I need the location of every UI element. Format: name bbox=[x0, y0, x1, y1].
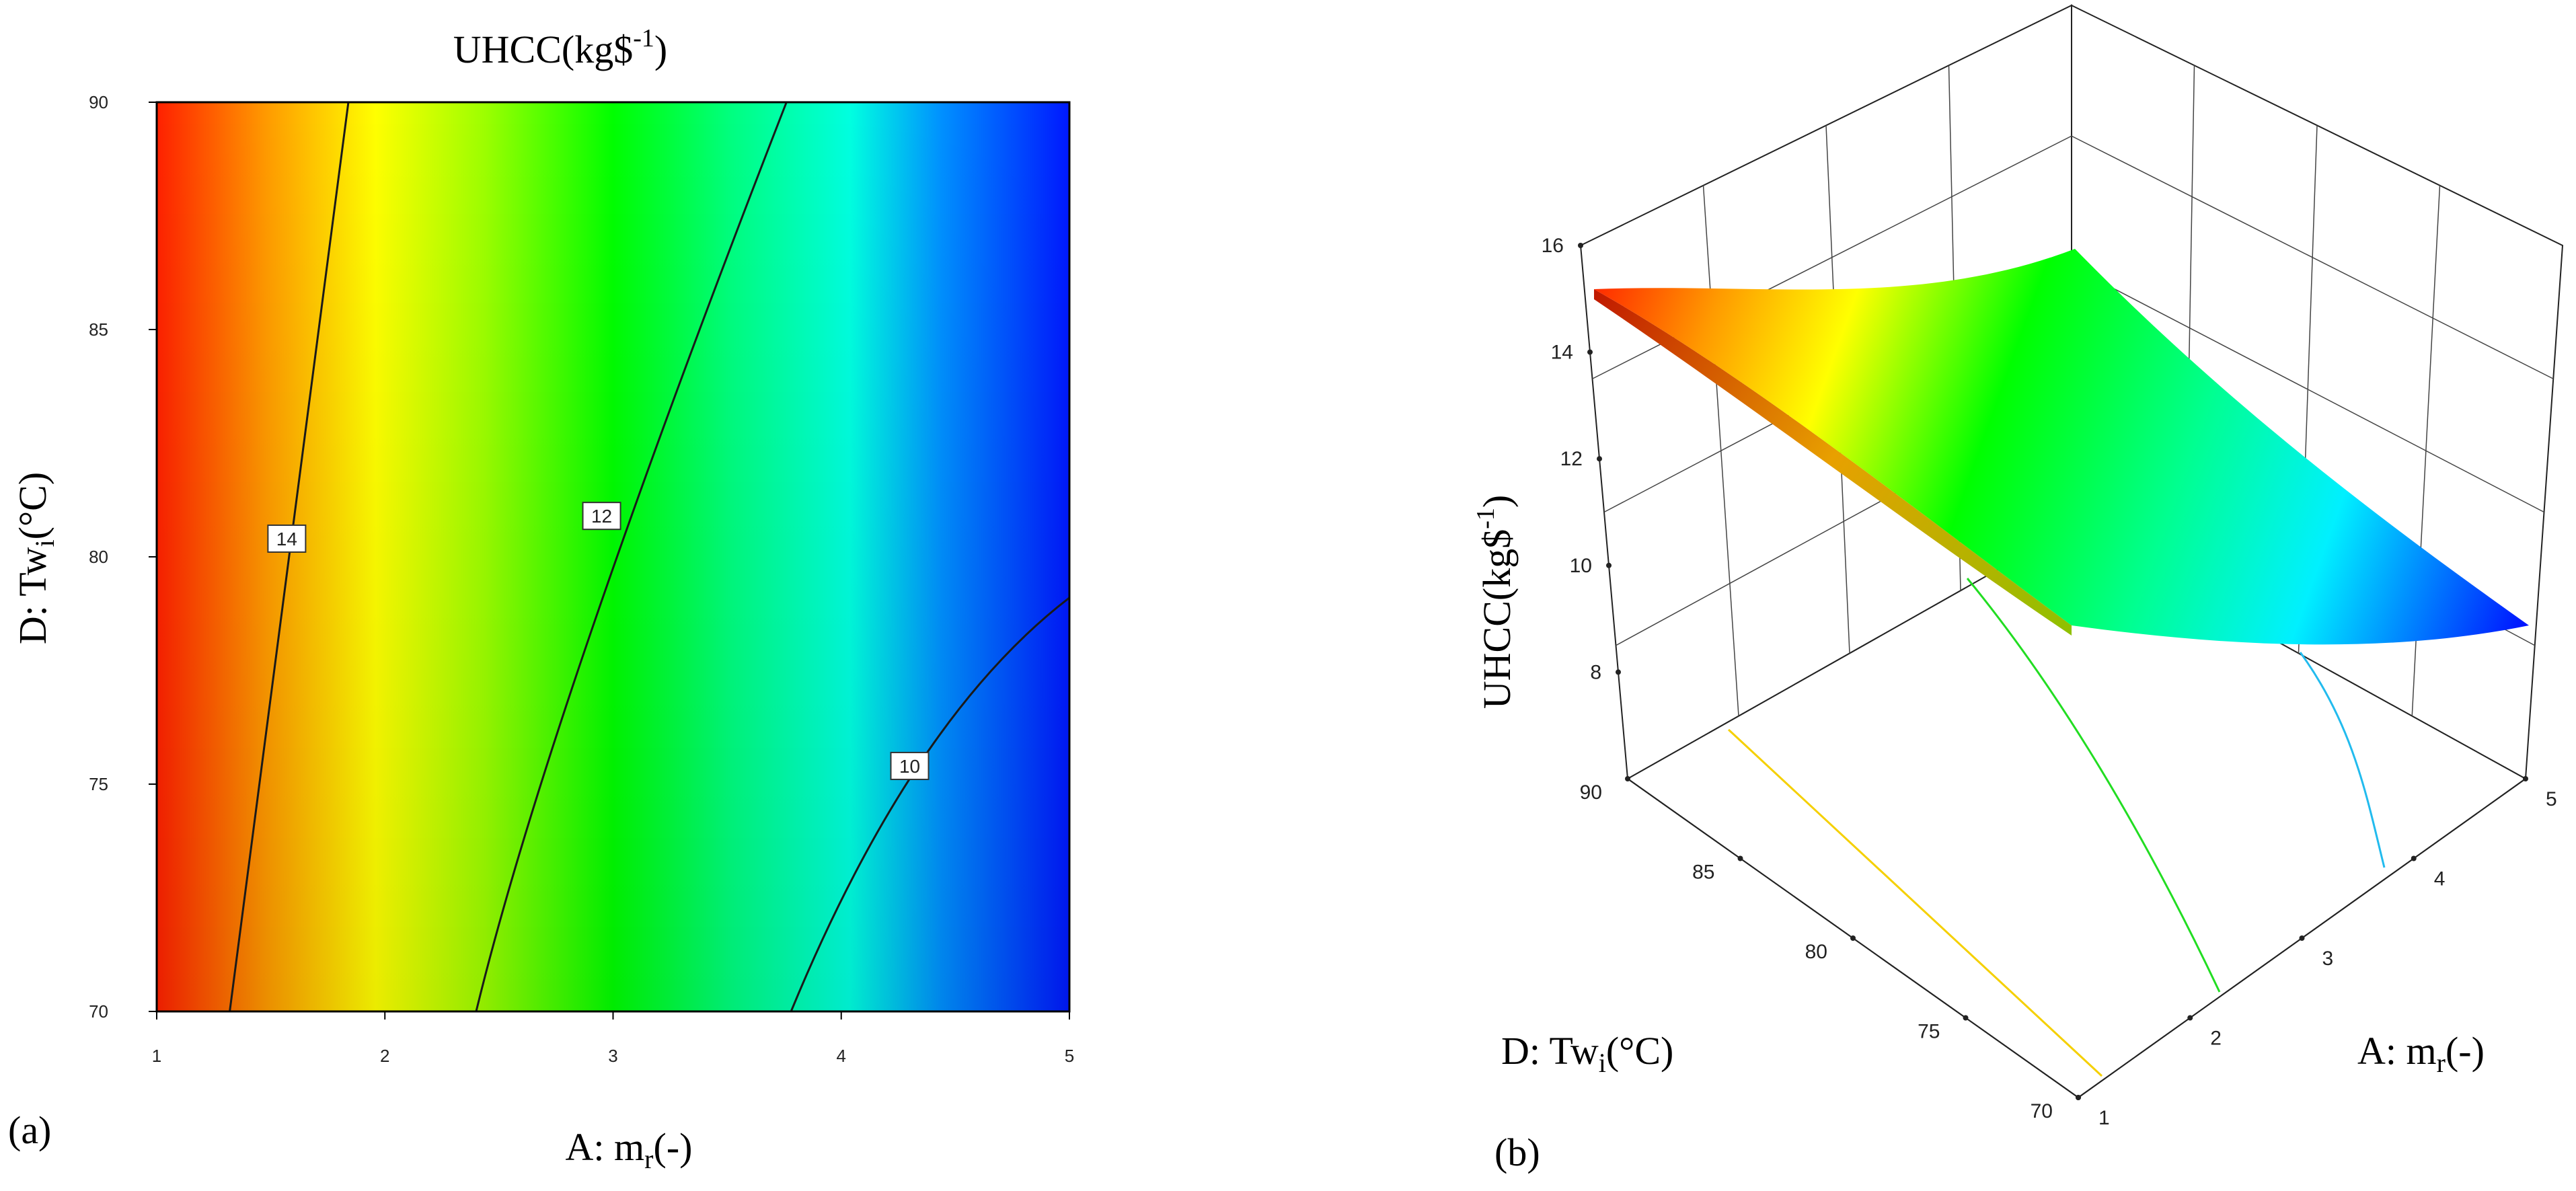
response-surface bbox=[1594, 249, 2529, 645]
y-tick-label: 80 bbox=[1805, 941, 1827, 963]
z-tick-mark bbox=[1587, 349, 1593, 355]
contour-title: UHCC(kg$-1) bbox=[453, 24, 667, 71]
contour-line bbox=[475, 102, 788, 1012]
x-tick-label: 2 bbox=[380, 1046, 389, 1066]
z-tick-mark bbox=[1597, 456, 1602, 462]
contour-line bbox=[229, 102, 350, 1012]
x-tick-label: 1 bbox=[2098, 1107, 2110, 1129]
z-tick-mark bbox=[1578, 243, 1583, 248]
z-tick-mark bbox=[1606, 562, 1612, 568]
contour-label: 12 bbox=[582, 502, 621, 531]
y-tick-label: 75 bbox=[89, 774, 108, 794]
x-tick-label: 4 bbox=[2434, 868, 2446, 890]
z-tick-mark bbox=[1616, 669, 1621, 675]
y-tick-label: 70 bbox=[89, 1001, 108, 1022]
contour-label: 14 bbox=[267, 524, 307, 553]
contour-label: 10 bbox=[890, 751, 930, 780]
z-tick-label: 8 bbox=[1590, 661, 1601, 683]
y-tick-label: 80 bbox=[89, 547, 108, 567]
x-tick-label: 3 bbox=[2322, 948, 2334, 970]
panel-label-b: (b) bbox=[1494, 1130, 1540, 1174]
svg-text:12: 12 bbox=[591, 506, 612, 527]
x-tick-label: 1 bbox=[152, 1046, 161, 1066]
x-tick-label: 2 bbox=[2210, 1028, 2222, 1050]
y-axis-label: D: Twi(°C) bbox=[11, 472, 60, 644]
x-axis-label: A: mr(-) bbox=[566, 1125, 693, 1174]
contour-shade bbox=[157, 102, 1069, 1011]
panel-label-a: (a) bbox=[8, 1108, 51, 1152]
z-axis-label: UHCC(kg$-1) bbox=[1472, 495, 1519, 709]
x-tick-label: 5 bbox=[2546, 788, 2557, 810]
x-tick-label: 5 bbox=[1065, 1046, 1074, 1066]
z-tick-label: 16 bbox=[1542, 235, 1564, 257]
floor-contours bbox=[1727, 578, 2386, 1077]
y-tick-label: 90 bbox=[1580, 781, 1602, 804]
z-tick-label: 10 bbox=[1570, 555, 1592, 577]
y-axis-label-3d: D: Twi(°C) bbox=[1501, 1029, 1673, 1078]
y-tick-label: 75 bbox=[1918, 1021, 1940, 1043]
surface-underside bbox=[1594, 289, 2072, 636]
front-axis-y bbox=[1627, 778, 2079, 1098]
svg-text:14: 14 bbox=[276, 529, 297, 549]
x-tick-label: 4 bbox=[837, 1046, 846, 1066]
x-tick-label: 3 bbox=[608, 1046, 617, 1066]
z-tick-label: 12 bbox=[1560, 448, 1583, 470]
y-tick-label: 85 bbox=[89, 319, 108, 340]
x-axis-label-3d: A: mr(-) bbox=[2357, 1029, 2485, 1078]
y-tick-label: 85 bbox=[1692, 861, 1714, 884]
z-tick-label: 14 bbox=[1551, 342, 1573, 364]
y-tick-label: 90 bbox=[89, 92, 108, 112]
svg-text:10: 10 bbox=[899, 756, 920, 777]
y-tick-label: 70 bbox=[2031, 1100, 2053, 1122]
front-axis-x bbox=[2078, 778, 2526, 1098]
